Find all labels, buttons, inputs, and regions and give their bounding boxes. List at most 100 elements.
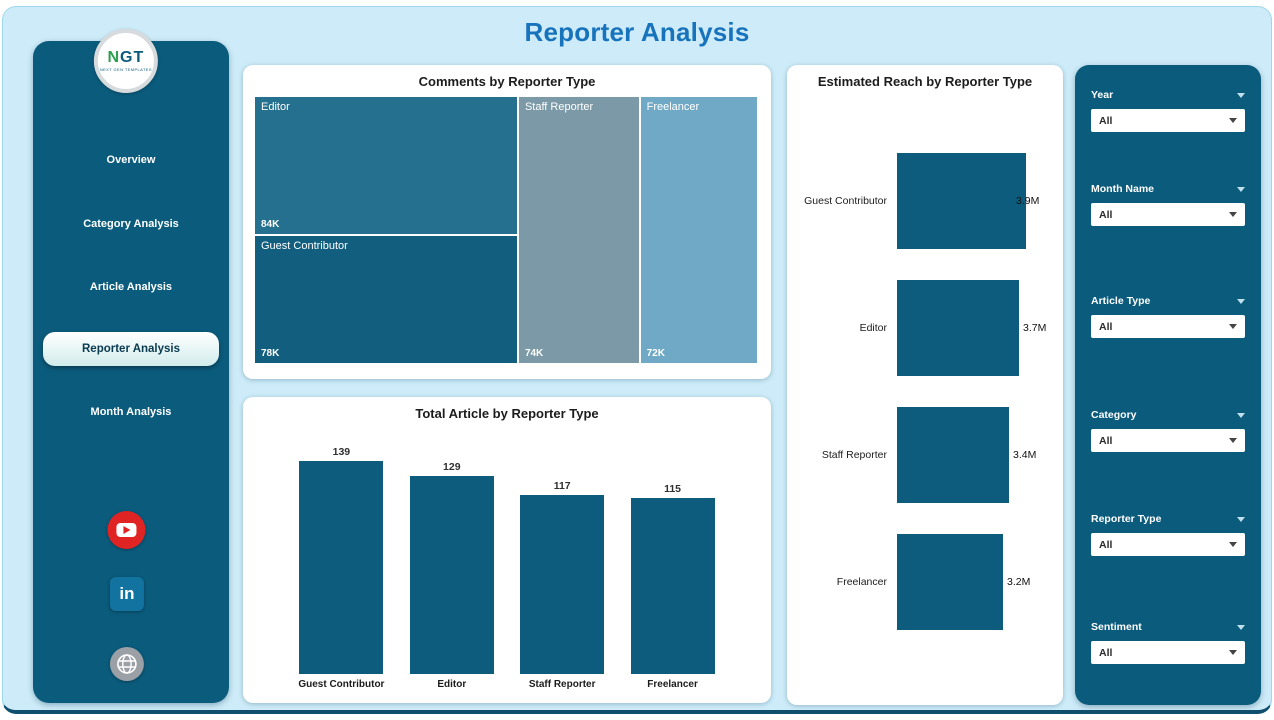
slicer-label: Reporter Type: [1091, 513, 1162, 525]
slicer-reporter-type-dropdown[interactable]: All: [1091, 533, 1245, 556]
slicer-value: All: [1099, 208, 1113, 221]
treemap-column-right: Freelancer 72K: [640, 97, 758, 363]
treemap-tile-editor[interactable]: Editor 84K: [255, 97, 517, 234]
bar-category-label: Freelancer: [647, 679, 698, 690]
sidebar-item-month-analysis[interactable]: Month Analysis: [90, 406, 172, 418]
treemap-tile-freelancer[interactable]: Freelancer 72K: [640, 97, 758, 363]
sidebar: NGT NEXT GEN TEMPLATES Overview Category…: [33, 29, 229, 703]
slicer-category-header[interactable]: Category: [1091, 405, 1245, 425]
tile-value: 78K: [261, 348, 280, 359]
bar-group-editor: 129 Editor: [409, 433, 494, 693]
treemap-tile-staff-reporter[interactable]: Staff Reporter 74K: [518, 97, 639, 363]
slicer-value: All: [1099, 646, 1113, 659]
bar-group-guest-contributor: 139 Guest Contributor: [298, 433, 385, 693]
bar-category-label: Staff Reporter: [528, 679, 596, 690]
youtube-icon[interactable]: [107, 511, 146, 549]
slicer-sentiment: Sentiment All: [1091, 617, 1245, 664]
chevron-down-icon: [1229, 650, 1237, 655]
slicer-value: All: [1099, 538, 1113, 551]
slicer-category-dropdown[interactable]: All: [1091, 429, 1245, 452]
page-title: Reporter Analysis: [524, 17, 750, 47]
tile-label: Freelancer: [646, 101, 700, 113]
reach-bar-editor[interactable]: [897, 279, 1019, 376]
slicer-year-header[interactable]: Year: [1091, 85, 1245, 105]
slicer-month-name-dropdown[interactable]: All: [1091, 203, 1245, 226]
estimated-reach-card: Estimated Reach by Reporter Type Guest C…: [787, 65, 1063, 705]
filter-panel: Year All Month Name All Article Type: [1075, 65, 1261, 705]
chevron-down-icon: [1229, 324, 1237, 329]
chevron-down-icon: [1237, 516, 1245, 522]
chevron-down-icon: [1237, 92, 1245, 98]
chevron-down-icon: [1237, 186, 1245, 192]
treemap-column-middle: Staff Reporter 74K: [518, 97, 639, 363]
slicer-value: All: [1099, 434, 1113, 447]
slicer-label: Year: [1091, 89, 1114, 101]
estimated-reach-chart: Guest Contributor 3.9M Editor 3.7M Staff…: [797, 137, 1057, 645]
tile-value: 84K: [261, 218, 280, 230]
bar-value-label: 129: [443, 461, 461, 473]
tile-label: Editor: [261, 101, 290, 113]
bar-guest-contributor[interactable]: [299, 461, 384, 674]
chevron-down-icon: [1237, 298, 1245, 304]
slicer-article-type: Article Type All: [1091, 291, 1245, 338]
globe-glyph: [117, 654, 137, 674]
chevron-down-icon: [1229, 542, 1237, 547]
slicer-article-type-header[interactable]: Article Type: [1091, 291, 1245, 311]
sidebar-item-category-analysis[interactable]: Category Analysis: [83, 218, 179, 230]
chevron-down-icon: [1237, 412, 1245, 418]
bar-editor[interactable]: [409, 476, 494, 674]
bar-value-label: 117: [553, 480, 571, 492]
bar-group-staff-reporter: 117 Staff Reporter: [520, 433, 605, 693]
bar-freelancer[interactable]: [630, 498, 715, 674]
slicer-value: All: [1099, 114, 1113, 127]
bar-value-label: 115: [664, 483, 682, 495]
slicer-month-name-header[interactable]: Month Name: [1091, 179, 1245, 199]
slicer-article-type-dropdown[interactable]: All: [1091, 315, 1245, 338]
slicer-category: Category All: [1091, 405, 1245, 452]
dashboard-canvas: Reporter Analysis NGT NEXT GEN TEMPLATES…: [2, 6, 1272, 714]
sidebar-item-reporter-analysis[interactable]: Reporter Analysis: [43, 332, 219, 366]
treemap-title: Comments by Reporter Type: [418, 74, 596, 89]
treemap-tile-guest-contributor[interactable]: Guest Contributor 78K: [255, 235, 517, 363]
reach-bar-freelancer[interactable]: [897, 533, 1003, 630]
reach-bar-staff-reporter[interactable]: [897, 406, 1009, 503]
slicer-value: All: [1099, 320, 1113, 333]
youtube-play-icon: [116, 523, 137, 537]
website-globe-icon[interactable]: [109, 647, 144, 681]
reach-row-editor: Editor 3.7M: [797, 264, 1057, 391]
sidebar-item-article-analysis[interactable]: Article Analysis: [89, 281, 173, 293]
reach-value-label: 3.4M: [1013, 448, 1037, 461]
chevron-down-icon: [1229, 212, 1237, 217]
reach-row-freelancer: Freelancer 3.2M: [797, 518, 1057, 645]
bar-category-label: Editor: [437, 679, 467, 690]
comments-treemap-card: Comments by Reporter Type Editor 84K Gue…: [243, 65, 771, 379]
linkedin-icon[interactable]: in: [109, 577, 144, 611]
slicer-year: Year All: [1091, 85, 1245, 132]
reach-value-label: 3.7M: [1023, 321, 1047, 334]
reach-chart-title: Estimated Reach by Reporter Type: [817, 74, 1033, 89]
bar-group-freelancer: 115 Freelancer: [630, 433, 715, 693]
reach-bar-guest-contributor[interactable]: [897, 152, 1026, 249]
slicer-label: Category: [1091, 409, 1137, 421]
tile-label: Staff Reporter: [524, 101, 594, 113]
tile-value: 74K: [524, 348, 544, 359]
chevron-down-icon: [1229, 118, 1237, 123]
slicer-reporter-type: Reporter Type All: [1091, 509, 1245, 556]
reach-row-guest-contributor: Guest Contributor 3.9M: [797, 137, 1057, 264]
bar-staff-reporter[interactable]: [520, 495, 605, 674]
ngt-logo: NGT NEXT GEN TEMPLATES: [93, 29, 158, 93]
treemap-column-left: Editor 84K Guest Contributor 78K: [255, 97, 517, 363]
logo-text: NGT: [107, 49, 145, 66]
linkedin-in-label: in: [119, 584, 135, 603]
chevron-down-icon: [1229, 438, 1237, 443]
chevron-down-icon: [1237, 624, 1245, 630]
ngt-logo-inner: NGT NEXT GEN TEMPLATES: [100, 50, 152, 72]
slicer-sentiment-header[interactable]: Sentiment: [1091, 617, 1245, 637]
sidebar-item-overview[interactable]: Overview: [106, 154, 156, 166]
slicer-month-name: Month Name All: [1091, 179, 1245, 226]
slicer-sentiment-dropdown[interactable]: All: [1091, 641, 1245, 664]
slicer-label: Article Type: [1091, 295, 1151, 307]
bar-category-label: Guest Contributor: [298, 679, 385, 690]
slicer-reporter-type-header[interactable]: Reporter Type: [1091, 509, 1245, 529]
slicer-year-dropdown[interactable]: All: [1091, 109, 1245, 132]
